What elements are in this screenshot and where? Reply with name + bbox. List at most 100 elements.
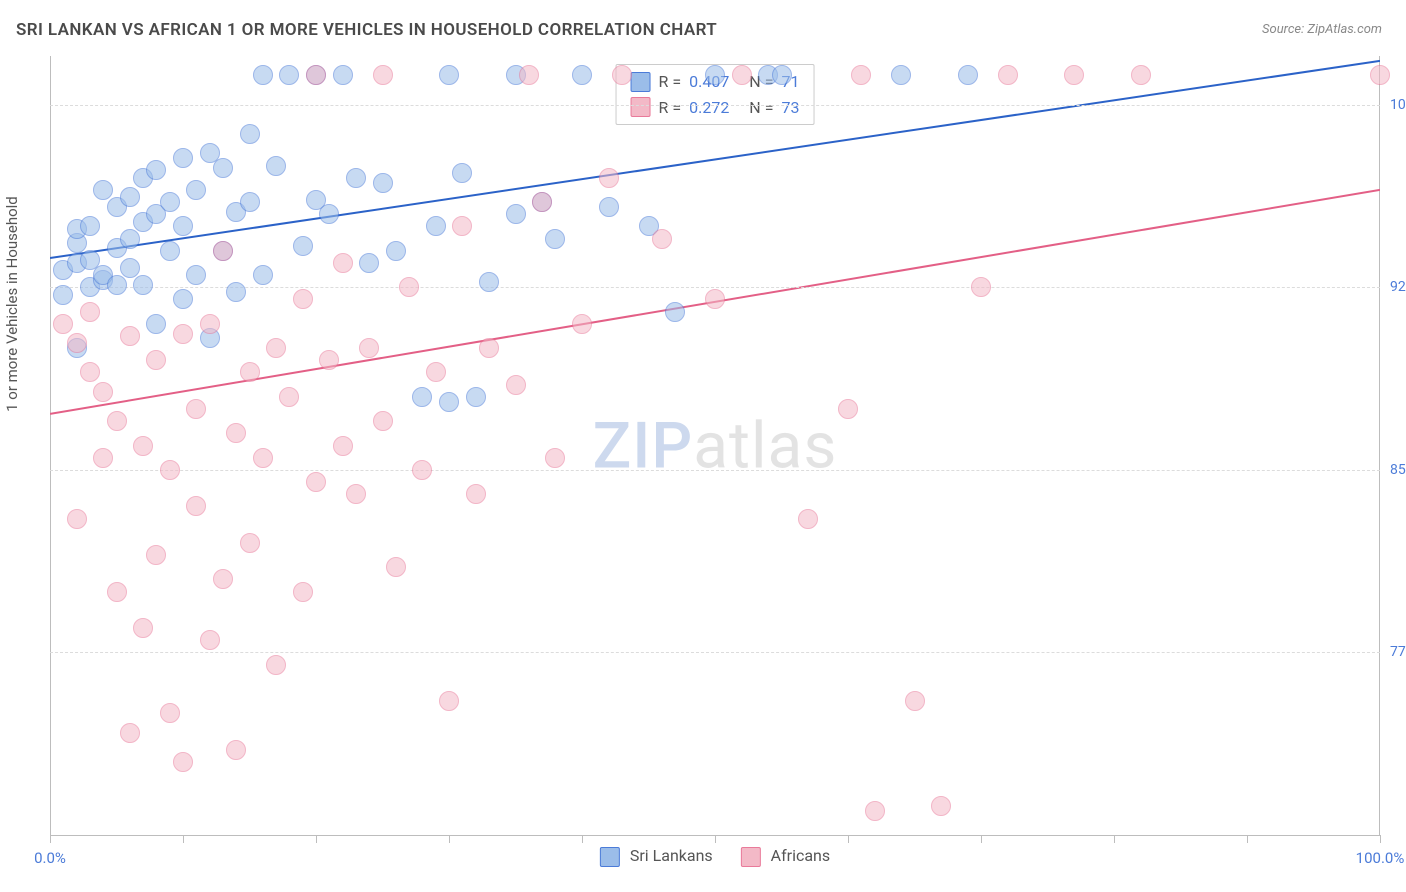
data-point: [452, 163, 472, 183]
y-tick-label: 92.5%: [1390, 279, 1406, 295]
swatch-africans: [631, 97, 651, 117]
watermark-atlas: atlas: [693, 408, 837, 483]
data-point: [506, 204, 526, 224]
data-point: [905, 691, 925, 711]
data-point: [599, 168, 619, 188]
data-point: [333, 253, 353, 273]
x-tick-mark: [316, 835, 317, 843]
data-point: [240, 533, 260, 553]
legend-item-africans: Africans: [741, 846, 830, 867]
data-point: [253, 265, 273, 285]
data-point: [93, 382, 113, 402]
data-point: [386, 557, 406, 577]
data-point: [346, 168, 366, 188]
data-point: [173, 752, 193, 772]
correlation-chart: SRI LANKAN VS AFRICAN 1 OR MORE VEHICLES…: [0, 0, 1406, 892]
data-point: [67, 333, 87, 353]
y-tick-label: 77.5%: [1390, 644, 1406, 660]
data-point: [53, 285, 73, 305]
data-point: [107, 275, 127, 295]
data-point: [266, 655, 286, 675]
x-tick-mark: [1380, 835, 1381, 843]
data-point: [319, 204, 339, 224]
legend-label-1: Africans: [771, 846, 830, 865]
data-point: [213, 569, 233, 589]
data-point: [971, 277, 991, 297]
x-tick-mark: [848, 835, 849, 843]
data-point: [53, 314, 73, 334]
data-point: [1064, 65, 1084, 85]
data-point: [532, 192, 552, 212]
data-point: [479, 338, 499, 358]
data-point: [226, 282, 246, 302]
data-point: [240, 124, 260, 144]
data-point: [120, 258, 140, 278]
data-point: [426, 216, 446, 236]
legend-label-0: Sri Lankans: [630, 846, 713, 865]
data-point: [931, 796, 951, 816]
data-point: [133, 275, 153, 295]
data-point: [120, 326, 140, 346]
watermark: ZIPatlas: [593, 408, 838, 483]
data-point: [479, 272, 499, 292]
data-point: [80, 362, 100, 382]
data-point: [452, 216, 472, 236]
trend-lines-overlay: [50, 56, 1380, 835]
data-point: [240, 192, 260, 212]
data-point: [186, 496, 206, 516]
data-point: [359, 338, 379, 358]
data-point: [1131, 65, 1151, 85]
gridline: [50, 105, 1380, 106]
data-point: [253, 448, 273, 468]
data-point: [266, 156, 286, 176]
legend-item-sri-lankans: Sri Lankans: [600, 846, 713, 867]
x-tick-mark: [715, 835, 716, 843]
data-point: [506, 375, 526, 395]
stats-r-label: R =: [659, 69, 682, 95]
data-point: [293, 236, 313, 256]
data-point: [120, 723, 140, 743]
x-tick-mark: [50, 835, 51, 843]
stats-r-label: R =: [659, 95, 682, 121]
x-tick-mark: [582, 835, 583, 843]
data-point: [319, 350, 339, 370]
data-point: [186, 399, 206, 419]
data-point: [173, 324, 193, 344]
data-point: [226, 740, 246, 760]
legend-swatch-sri-lankans: [600, 847, 620, 867]
data-point: [293, 582, 313, 602]
data-point: [146, 160, 166, 180]
data-point: [386, 241, 406, 261]
stats-n-value-1: 73: [781, 95, 799, 121]
data-point: [412, 387, 432, 407]
data-point: [213, 241, 233, 261]
y-axis-title: 1 or more Vehicles in Household: [3, 196, 21, 412]
data-point: [346, 484, 366, 504]
data-point: [173, 148, 193, 168]
data-point: [705, 65, 725, 85]
data-point: [200, 314, 220, 334]
data-point: [373, 65, 393, 85]
data-point: [399, 277, 419, 297]
data-point: [200, 630, 220, 650]
data-point: [333, 436, 353, 456]
y-tick-label: 100.0%: [1390, 97, 1406, 113]
x-tick-label: 100.0%: [1356, 849, 1405, 867]
data-point: [173, 216, 193, 236]
data-point: [359, 253, 379, 273]
data-point: [107, 411, 127, 431]
data-point: [186, 180, 206, 200]
x-tick-mark: [449, 835, 450, 843]
data-point: [93, 448, 113, 468]
stats-r-value-1: 0.272: [689, 95, 729, 121]
x-tick-label: 0.0%: [34, 849, 66, 867]
data-point: [146, 545, 166, 565]
gridline: [50, 287, 1380, 288]
gridline: [50, 652, 1380, 653]
right-axis-line: [1379, 56, 1380, 835]
data-point: [67, 509, 87, 529]
data-point: [133, 618, 153, 638]
data-point: [838, 399, 858, 419]
data-point: [439, 392, 459, 412]
data-point: [133, 436, 153, 456]
